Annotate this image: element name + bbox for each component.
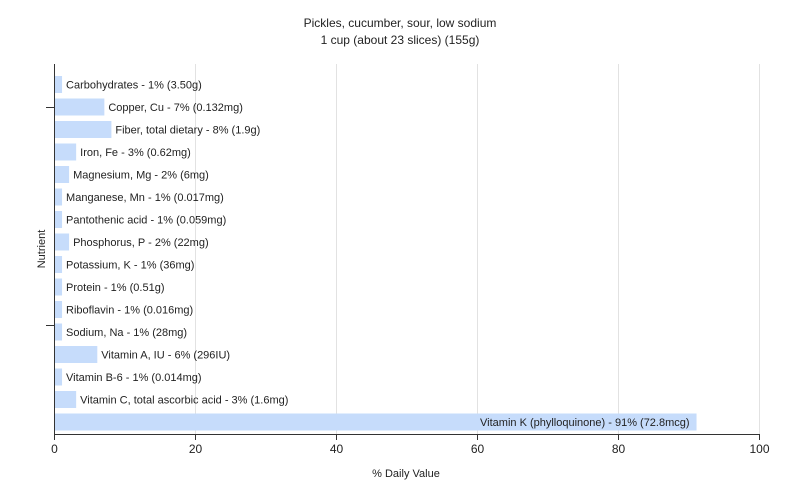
y-axis-label: Nutrient: [36, 230, 48, 269]
x-tick-label-0: 0: [51, 442, 58, 456]
bar-10: [55, 301, 63, 318]
x-tick-label-3: 60: [471, 442, 485, 456]
bar-4: [55, 166, 70, 183]
bar-0: [55, 76, 63, 93]
bar-2: [55, 121, 112, 138]
bar-label-7: Phosphorus, P - 2% (22mg): [73, 237, 209, 249]
chart-title: Pickles, cucumber, sour, low sodium: [303, 16, 497, 30]
bar-14: [55, 391, 77, 408]
bar-label-11: Sodium, Na - 1% (28mg): [66, 327, 187, 339]
bar-label-14: Vitamin C, total ascorbic acid - 3% (1.6…: [80, 395, 288, 407]
bar-label-4: Magnesium, Mg - 2% (6mg): [73, 170, 209, 182]
bar-label-9: Protein - 1% (0.51g): [66, 282, 164, 294]
bar-15: [55, 413, 697, 431]
bar-label-12: Vitamin A, IU - 6% (296IU): [101, 350, 230, 362]
bar-12: [55, 346, 98, 363]
bar-label-2: Fiber, total dietary - 8% (1.9g): [115, 125, 260, 137]
bar-9: [55, 278, 63, 296]
bar-label-13: Vitamin B-6 - 1% (0.014mg): [66, 372, 202, 384]
bar-label-15: Vitamin K (phylloquinone) - 91% (72.8mcg…: [480, 417, 690, 429]
x-tick-label-5: 100: [749, 442, 769, 456]
bar-3: [55, 143, 77, 161]
x-tick-label-2: 40: [330, 442, 344, 456]
chart-subtitle: 1 cup (about 23 slices) (155g): [320, 33, 480, 47]
bar-8: [55, 256, 63, 273]
bar-1: [55, 98, 105, 116]
bar-label-6: Pantothenic acid - 1% (0.059mg): [66, 215, 226, 227]
bar-6: [55, 211, 63, 228]
bar-5: [55, 188, 63, 206]
bar-7: [55, 233, 70, 251]
axes-group: 0 20 40 60 80 100: [46, 64, 770, 456]
bar-label-3: Iron, Fe - 3% (0.62mg): [80, 147, 191, 159]
bar-label-10: Riboflavin - 1% (0.016mg): [66, 305, 193, 317]
bars-group: Carbohydrates - 1% (3.50g) Copper, Cu - 7…: [55, 76, 697, 431]
bar-13: [55, 368, 63, 386]
x-tick-label-4: 80: [612, 442, 626, 456]
bar-label-8: Potassium, K - 1% (36mg): [66, 260, 194, 272]
x-tick-label-1: 20: [189, 442, 203, 456]
x-axis-label: % Daily Value: [372, 468, 440, 480]
bar-label-1: Copper, Cu - 7% (0.132mg): [108, 102, 243, 114]
bar-label-0: Carbohydrates - 1% (3.50g): [66, 80, 202, 92]
grid-lines: [195, 64, 760, 434]
bar-label-5: Manganese, Mn - 1% (0.017mg): [66, 192, 224, 204]
bar-11: [55, 323, 63, 341]
